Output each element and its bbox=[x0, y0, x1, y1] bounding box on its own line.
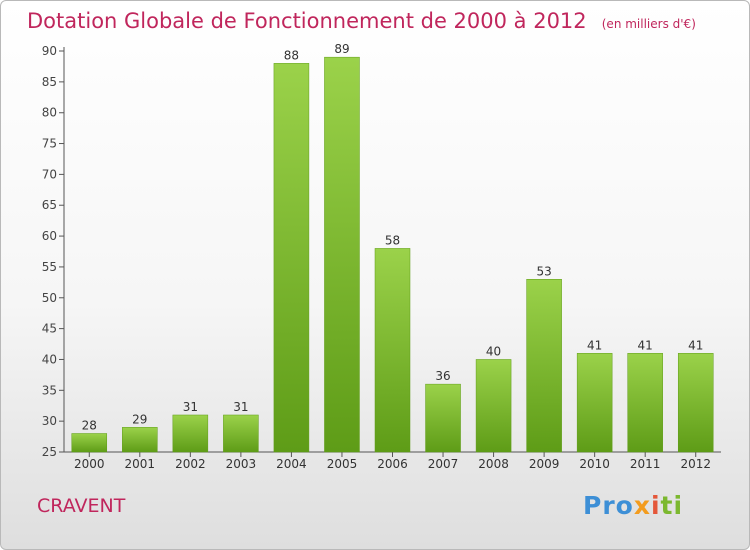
chart-unit-note: (en milliers d'€) bbox=[601, 17, 696, 31]
data-label: 58 bbox=[385, 233, 400, 247]
bar bbox=[71, 433, 108, 453]
y-tick-label: 35 bbox=[42, 383, 57, 397]
bar bbox=[475, 359, 512, 453]
bar bbox=[223, 414, 259, 453]
data-label: 41 bbox=[638, 338, 653, 352]
data-label: 31 bbox=[233, 400, 248, 414]
y-tick-label: 85 bbox=[42, 75, 57, 89]
bar bbox=[576, 353, 613, 453]
y-tick-label: 90 bbox=[42, 44, 57, 58]
y-tick-label: 60 bbox=[42, 229, 57, 243]
logo-letter: ti bbox=[660, 491, 684, 520]
proxiti-logo: Proxiti bbox=[583, 491, 683, 520]
data-label: 29 bbox=[132, 412, 147, 426]
logo-letter: i bbox=[650, 491, 661, 520]
x-tick-label: 2005 bbox=[327, 457, 358, 471]
bar bbox=[627, 353, 663, 453]
x-tick-label: 2006 bbox=[377, 457, 408, 471]
data-label: 89 bbox=[334, 42, 349, 56]
data-label: 28 bbox=[82, 418, 97, 432]
x-tick-label: 2007 bbox=[428, 457, 459, 471]
chart-title-main: Dotation Globale de Fonctionnement de 20… bbox=[27, 9, 587, 33]
data-label: 41 bbox=[587, 338, 602, 352]
bar bbox=[324, 56, 360, 453]
x-tick-label: 2008 bbox=[478, 457, 509, 471]
x-tick-label: 2010 bbox=[579, 457, 610, 471]
bar bbox=[526, 279, 562, 453]
data-label: 53 bbox=[536, 264, 551, 278]
x-tick-label: 2002 bbox=[175, 457, 206, 471]
x-tick-label: 2011 bbox=[630, 457, 661, 471]
y-tick-label: 75 bbox=[42, 137, 57, 151]
y-tick-label: 30 bbox=[42, 414, 57, 428]
data-label: 36 bbox=[435, 369, 450, 383]
x-tick-label: 2003 bbox=[226, 457, 257, 471]
bar bbox=[273, 63, 310, 453]
bar bbox=[122, 427, 158, 453]
data-label: 31 bbox=[183, 400, 198, 414]
bar bbox=[374, 248, 411, 453]
x-tick-label: 2009 bbox=[529, 457, 560, 471]
x-tick-label: 2012 bbox=[680, 457, 711, 471]
x-tick-label: 2004 bbox=[276, 457, 307, 471]
bar bbox=[172, 414, 209, 453]
logo-letter: x bbox=[633, 491, 651, 520]
y-tick-label: 45 bbox=[42, 322, 57, 336]
y-tick-label: 50 bbox=[42, 291, 57, 305]
commune-name: CRAVENT bbox=[37, 495, 126, 517]
data-label: 41 bbox=[688, 338, 703, 352]
y-tick-label: 40 bbox=[42, 352, 57, 366]
y-tick-label: 65 bbox=[42, 198, 57, 212]
y-tick-label: 70 bbox=[42, 167, 57, 181]
chart-title: Dotation Globale de Fonctionnement de 20… bbox=[27, 9, 696, 33]
x-tick-label: 2001 bbox=[125, 457, 156, 471]
bar bbox=[425, 383, 461, 453]
bar bbox=[677, 353, 714, 453]
data-label: 40 bbox=[486, 344, 501, 358]
x-tick-label: 2000 bbox=[74, 457, 105, 471]
data-label: 88 bbox=[284, 48, 299, 62]
y-tick-label: 80 bbox=[42, 106, 57, 120]
logo-letter: Pro bbox=[583, 491, 634, 520]
y-tick-label: 25 bbox=[42, 445, 57, 459]
y-tick-label: 55 bbox=[42, 260, 57, 274]
